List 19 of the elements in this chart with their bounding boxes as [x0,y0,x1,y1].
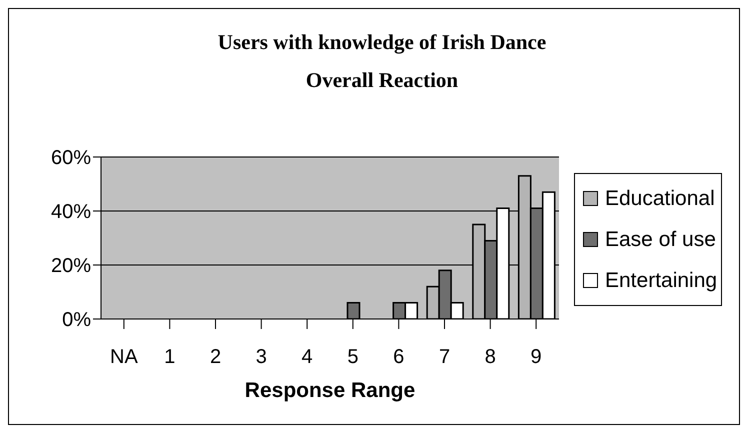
legend-label: Ease of use [605,228,716,252]
x-axis-title: Response Range [244,379,416,402]
y-tick-label: 40% [50,201,92,224]
x-tick-label: 1 [164,346,176,368]
legend-label: Educational [605,186,715,210]
x-tick-label: 6 [393,346,404,368]
x-tick-label: 8 [484,346,496,368]
legend-label: Entertaining [605,268,718,292]
x-tick-label: 7 [438,346,450,368]
x-tick-label: 5 [347,346,358,368]
x-tick-label: 3 [256,346,267,368]
x-tick-label: NA [110,346,138,368]
x-tick-label: 2 [210,346,222,368]
x-tick-label: 9 [530,346,542,368]
y-tick-label: 60% [50,147,92,170]
chart-title: Users with knowledge of Irish Dance Overall Reaction [216,29,548,94]
y-tick-label: 0% [62,309,92,332]
x-tick-label: 4 [302,346,313,368]
y-tick-label: 20% [50,255,92,278]
